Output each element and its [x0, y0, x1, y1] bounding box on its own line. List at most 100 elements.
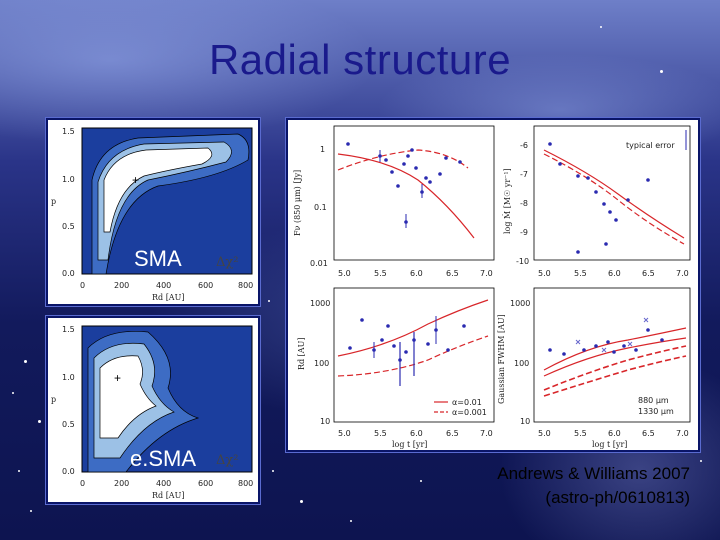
y-tick: 1.5: [62, 325, 75, 334]
y-tick: 100: [314, 359, 329, 368]
sma-label: SMA: [134, 246, 182, 271]
contour-level-4: [99, 355, 157, 439]
legend-alpha-0-001: α=0.001: [452, 408, 487, 417]
x-axis-label: log t [yr]: [392, 440, 427, 449]
slide-title: Radial structure: [208, 36, 512, 83]
x-tick: 6.0: [410, 429, 423, 438]
x-tick: 6.5: [446, 429, 459, 438]
model-curve-dashed: [337, 335, 489, 377]
x-tick: 6.5: [642, 429, 655, 438]
y-axis-label: p: [51, 197, 56, 206]
data-points-bottom-right: [548, 328, 664, 356]
model-curve-solid-2: [543, 337, 687, 377]
y-tick: -9: [520, 228, 528, 237]
x-tick: 400: [156, 479, 171, 488]
y-tick: 1.5: [62, 127, 75, 136]
y-axis-label: p: [51, 395, 56, 404]
y-tick: 10: [320, 417, 330, 426]
y-tick: 1.0: [62, 175, 75, 184]
y-tick: 100: [514, 359, 529, 368]
model-curve-solid: [337, 299, 489, 357]
y-tick: 1: [320, 145, 325, 154]
esma-contour-panel: + 1.5 1.0 0.5 0.0 p 0 200 400 600 800 Rd…: [46, 316, 260, 504]
star: [600, 26, 602, 28]
plot-frame-top-left: [333, 125, 495, 261]
star: [660, 70, 663, 73]
citation-authors: Andrews & Williams 2007: [497, 464, 690, 483]
y-tick: -7: [520, 170, 528, 179]
x-tick: 600: [198, 479, 213, 488]
x-tick: 200: [114, 281, 129, 290]
y-axis-label-mdot: log Ṁ [M☉ yr⁻¹]: [503, 168, 512, 234]
model-curve-solid: [543, 149, 685, 239]
sma-contour-plot: + 1.5 1.0 0.5 0.0 p 0 200 400 600 800 Rd…: [51, 127, 253, 302]
y-tick: -10: [516, 257, 529, 266]
citation-caption: Andrews & Williams 2007 (astro-ph/061081…: [497, 462, 690, 510]
best-fit-marker: +: [132, 173, 139, 187]
model-curve-solid: [543, 327, 687, 371]
x-tick: 5.0: [538, 269, 551, 278]
x-tick: 6.5: [446, 269, 459, 278]
esma-label: e.SMA: [130, 446, 197, 471]
model-fit-plots: typical error α=0.01 α=0.001: [293, 125, 691, 449]
x-tick: 5.5: [574, 269, 587, 278]
y-axis-label-fwhm: Gaussian FWHM [AU]: [497, 314, 506, 404]
x-tick: 5.0: [338, 429, 351, 438]
plot-frame-bottom-right: [533, 287, 691, 423]
x-tick: 5.0: [338, 269, 351, 278]
star: [18, 470, 20, 472]
x-tick: 200: [114, 479, 129, 488]
delta-chi-label: Δχ²: [216, 255, 238, 270]
citation-arxiv-id: (astro-ph/0610813): [545, 488, 690, 507]
x-tick: 5.5: [574, 429, 587, 438]
x-axis-label: Rd [AU]: [152, 293, 184, 302]
star: [30, 510, 32, 512]
legend-alpha-0-01: α=0.01: [452, 398, 482, 407]
y-tick: 1.0: [62, 373, 75, 382]
x-tick: 5.5: [374, 269, 387, 278]
y-tick: 0.5: [62, 420, 75, 429]
x-tick: 800: [238, 281, 253, 290]
plot-frame-top-right: [533, 125, 691, 261]
y-tick: 0.0: [62, 269, 75, 278]
star: [300, 500, 303, 503]
y-tick: 10: [520, 417, 530, 426]
x-tick: 6.5: [642, 269, 655, 278]
legend-880-um: 880 μm: [638, 396, 669, 405]
star: [12, 392, 14, 394]
data-points-top-right: [548, 142, 650, 254]
y-tick: 1000: [310, 299, 330, 308]
model-curve-dashed: [543, 345, 687, 391]
model-curve-dashed-2: [543, 355, 687, 397]
data-points-top-left: [346, 142, 462, 224]
delta-chi-label: Δχ²: [216, 453, 238, 468]
x-tick: 600: [198, 281, 213, 290]
y-tick: 0.5: [62, 222, 75, 231]
model-curve-solid: [337, 153, 475, 239]
star: [272, 470, 274, 472]
x-tick: 800: [238, 479, 253, 488]
x-tick: 7.0: [676, 429, 689, 438]
star: [700, 460, 702, 462]
y-axis-label-rd: Rd [AU]: [297, 338, 306, 370]
star: [350, 520, 352, 522]
contour-level-4: [103, 147, 213, 233]
y-tick: 0.0: [62, 467, 75, 476]
best-fit-marker: +: [114, 371, 121, 385]
y-tick: 0.1: [314, 203, 327, 212]
data-crosses-bottom-right: [575, 317, 649, 353]
model-fit-panel: typical error α=0.01 α=0.001: [286, 118, 700, 452]
star: [24, 360, 27, 363]
x-axis-label: log t [yr]: [592, 440, 627, 449]
data-points-bottom-left: [348, 318, 466, 362]
star: [420, 480, 422, 482]
y-tick: 0.01: [310, 259, 328, 268]
x-tick: 0: [80, 281, 85, 290]
legend-1330-um: 1330 μm: [638, 407, 674, 416]
y-tick: 1000: [510, 299, 530, 308]
x-tick: 6.0: [608, 429, 621, 438]
x-tick: 7.0: [676, 269, 689, 278]
model-curve-dashed: [337, 149, 469, 171]
x-tick: 6.0: [608, 269, 621, 278]
x-tick: 0: [80, 479, 85, 488]
